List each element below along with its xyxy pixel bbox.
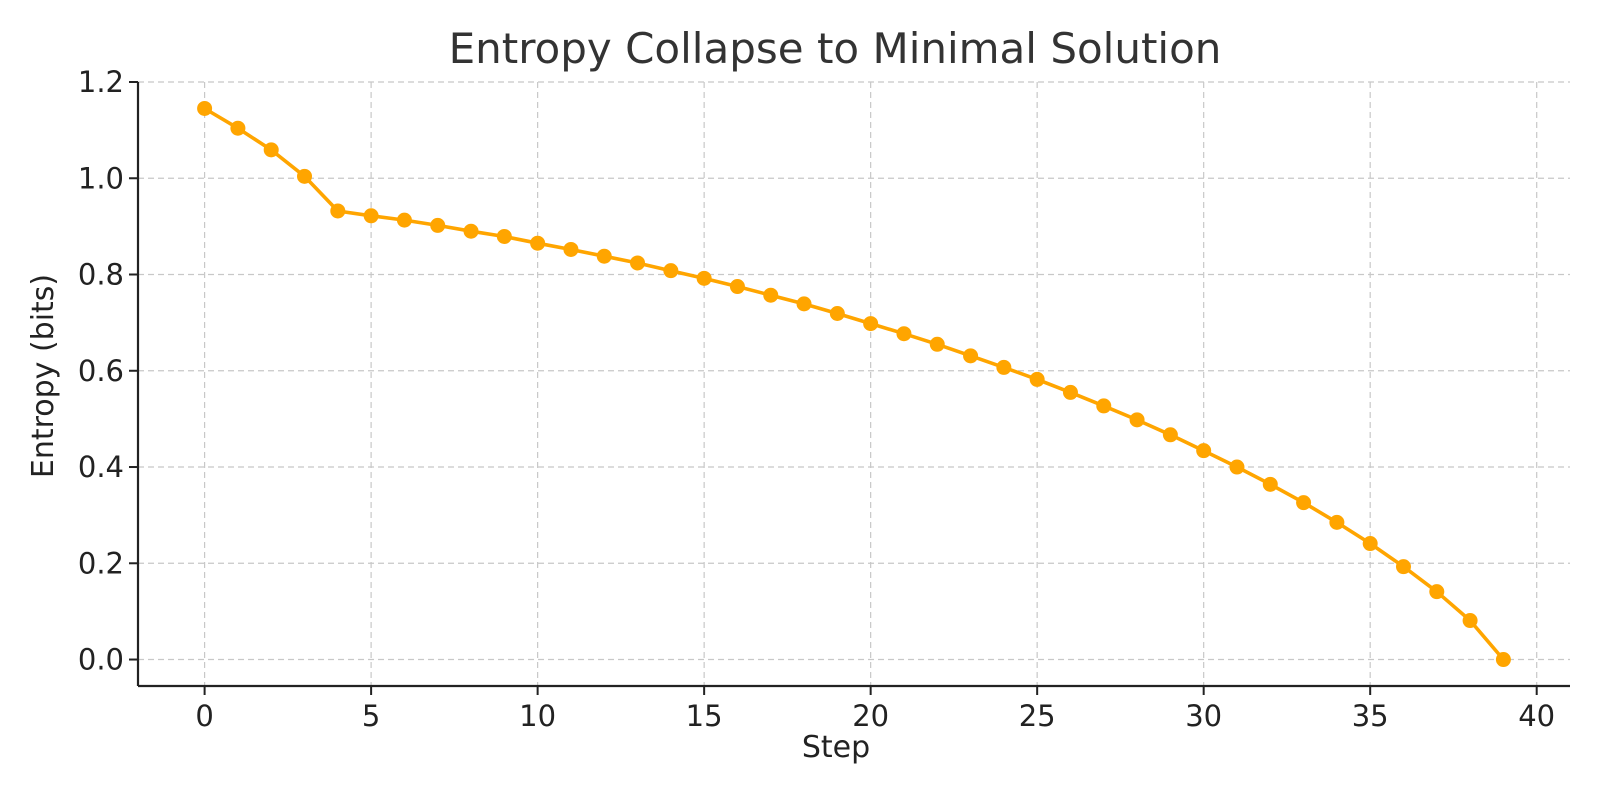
data-point xyxy=(263,142,279,158)
data-point xyxy=(1129,412,1145,428)
y-axis-label: Entropy (bits) xyxy=(26,274,61,478)
data-point xyxy=(1462,613,1478,629)
y-tick-label: 0.4 xyxy=(78,450,124,484)
x-tick-label: 10 xyxy=(519,699,556,733)
data-point xyxy=(530,235,546,251)
x-tick-label: 15 xyxy=(686,699,723,733)
y-tick-label: 1.0 xyxy=(78,161,124,195)
data-point xyxy=(596,248,612,264)
x-tick-label: 35 xyxy=(1352,699,1389,733)
x-tick-label: 20 xyxy=(852,699,889,733)
x-tick-label: 25 xyxy=(1019,699,1056,733)
data-point xyxy=(696,270,712,286)
data-point xyxy=(1229,459,1245,475)
data-point xyxy=(396,212,412,228)
x-tick-label: 5 xyxy=(362,699,380,733)
data-point xyxy=(330,203,346,219)
y-tick-label: 0.6 xyxy=(78,354,124,388)
data-point xyxy=(630,255,646,271)
data-point xyxy=(996,359,1012,375)
y-tick-label: 0.8 xyxy=(78,258,124,292)
axes xyxy=(129,81,1570,695)
data-point xyxy=(1362,536,1378,552)
data-point xyxy=(496,228,512,244)
data-point xyxy=(963,348,979,364)
data-point xyxy=(1096,398,1112,414)
data-point xyxy=(796,296,812,312)
chart-title: Entropy Collapse to Minimal Solution xyxy=(449,24,1222,73)
x-tick-label: 40 xyxy=(1518,699,1555,733)
x-axis-label: Step xyxy=(802,730,870,765)
data-point xyxy=(1329,514,1345,530)
x-tick-label: 0 xyxy=(195,699,213,733)
data-point xyxy=(297,168,313,184)
data-point xyxy=(729,279,745,295)
data-point xyxy=(1296,495,1312,511)
data-point xyxy=(1062,384,1078,400)
data-point xyxy=(1029,371,1045,387)
data-point xyxy=(563,241,579,257)
y-tick-label: 0.0 xyxy=(78,643,124,677)
data-point xyxy=(929,336,945,352)
data-point xyxy=(230,120,246,136)
data-point xyxy=(363,208,379,224)
data-point xyxy=(1495,652,1511,668)
x-tick-label: 30 xyxy=(1185,699,1222,733)
data-point xyxy=(1395,559,1411,575)
data-point xyxy=(896,326,912,342)
data-point xyxy=(763,287,779,303)
data-point xyxy=(1429,584,1445,600)
data-point xyxy=(1162,427,1178,443)
data-point xyxy=(1196,443,1212,459)
data-point xyxy=(1262,476,1278,492)
y-tick-label: 1.2 xyxy=(78,65,124,99)
tick-labels: 0 5 10 15 20 25 30 35 40 0.0 0.2 0.4 0.6 0.8 1.0 1.2 xyxy=(78,65,1555,733)
data-point xyxy=(663,263,679,279)
y-tick-label: 0.2 xyxy=(78,546,124,580)
data-point xyxy=(197,100,213,116)
series-layer xyxy=(197,100,1511,668)
data-point xyxy=(829,305,845,321)
series-line xyxy=(203,106,1505,661)
data-point xyxy=(463,223,479,239)
data-point xyxy=(863,316,879,332)
data-point xyxy=(430,217,446,233)
